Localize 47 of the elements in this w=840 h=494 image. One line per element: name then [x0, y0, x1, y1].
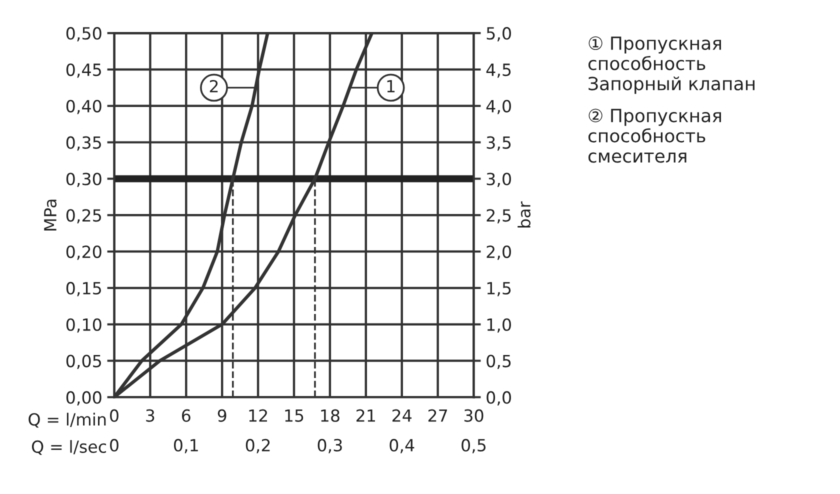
x-axis-title: Q = l/min	[28, 412, 106, 428]
y2-tick-label: 3,5	[486, 136, 511, 151]
text: ② Пропускная способность смесителя	[588, 108, 721, 163]
x-tick-label: 15	[285, 409, 304, 422]
y-tick-label: 0,50	[66, 27, 102, 42]
y2-tick-label: 2,0	[486, 246, 511, 260]
x-tick-label: 3	[146, 409, 154, 422]
x2-tick-label: 0,4	[390, 438, 414, 454]
annotation: 1	[387, 80, 395, 92]
y-tick-label: 0,20	[66, 246, 102, 260]
y-tick-label: 0,15	[66, 282, 101, 296]
x2-tick-label: 0,5	[462, 438, 486, 454]
x-tick-label: 24	[392, 409, 412, 422]
y2-axis-title: bar	[518, 201, 531, 228]
annotation: 2	[210, 80, 218, 92]
y-tick-label: 0,25	[66, 209, 101, 224]
x-tick-label: 0	[110, 409, 118, 422]
y2-tick-label: 4,0	[486, 100, 511, 114]
y-tick-label: 0,30	[66, 172, 102, 187]
y-axis-title: MPa	[44, 200, 57, 230]
x2-axis-title: Q = l/sec	[32, 440, 106, 455]
y2-tick-label: 3,0	[486, 172, 511, 187]
x-tick-label: 6	[182, 409, 190, 422]
x-tick-label: 21	[356, 409, 375, 422]
y2-tick-label: 0,5	[486, 354, 511, 370]
x-tick-label: 30	[464, 409, 484, 422]
x-tick-label: 12	[249, 409, 267, 422]
x2-tick-label: 0,3	[318, 438, 342, 454]
y2-tick-label: 1,0	[487, 318, 511, 333]
y-tick-label: 0,35	[66, 136, 101, 151]
y-tick-label: 0,40	[66, 100, 102, 114]
y-tick-label: 0,05	[66, 354, 101, 370]
y2-tick-label: 1,5	[487, 282, 511, 296]
x-tick-label: 9	[218, 409, 226, 422]
text: ① Пропускная способность Запорный клапан	[588, 36, 754, 94]
y2-tick-label: 0,0	[486, 391, 511, 406]
x-tick-label: 27	[428, 409, 447, 422]
x2-tick-label: 0,2	[246, 438, 270, 454]
x2-tick-label: 0	[110, 438, 118, 452]
y2-tick-label: 2,5	[486, 209, 511, 224]
y2-tick-label: 4,5	[486, 64, 511, 78]
y2-tick-label: 5,0	[486, 27, 511, 42]
x-tick-label: 18	[321, 409, 340, 422]
y-tick-label: 0,00	[66, 391, 102, 406]
y-tick-label: 0,45	[66, 63, 101, 78]
y-tick-label: 0,10	[66, 318, 102, 333]
x2-tick-label: 0,1	[174, 438, 198, 454]
